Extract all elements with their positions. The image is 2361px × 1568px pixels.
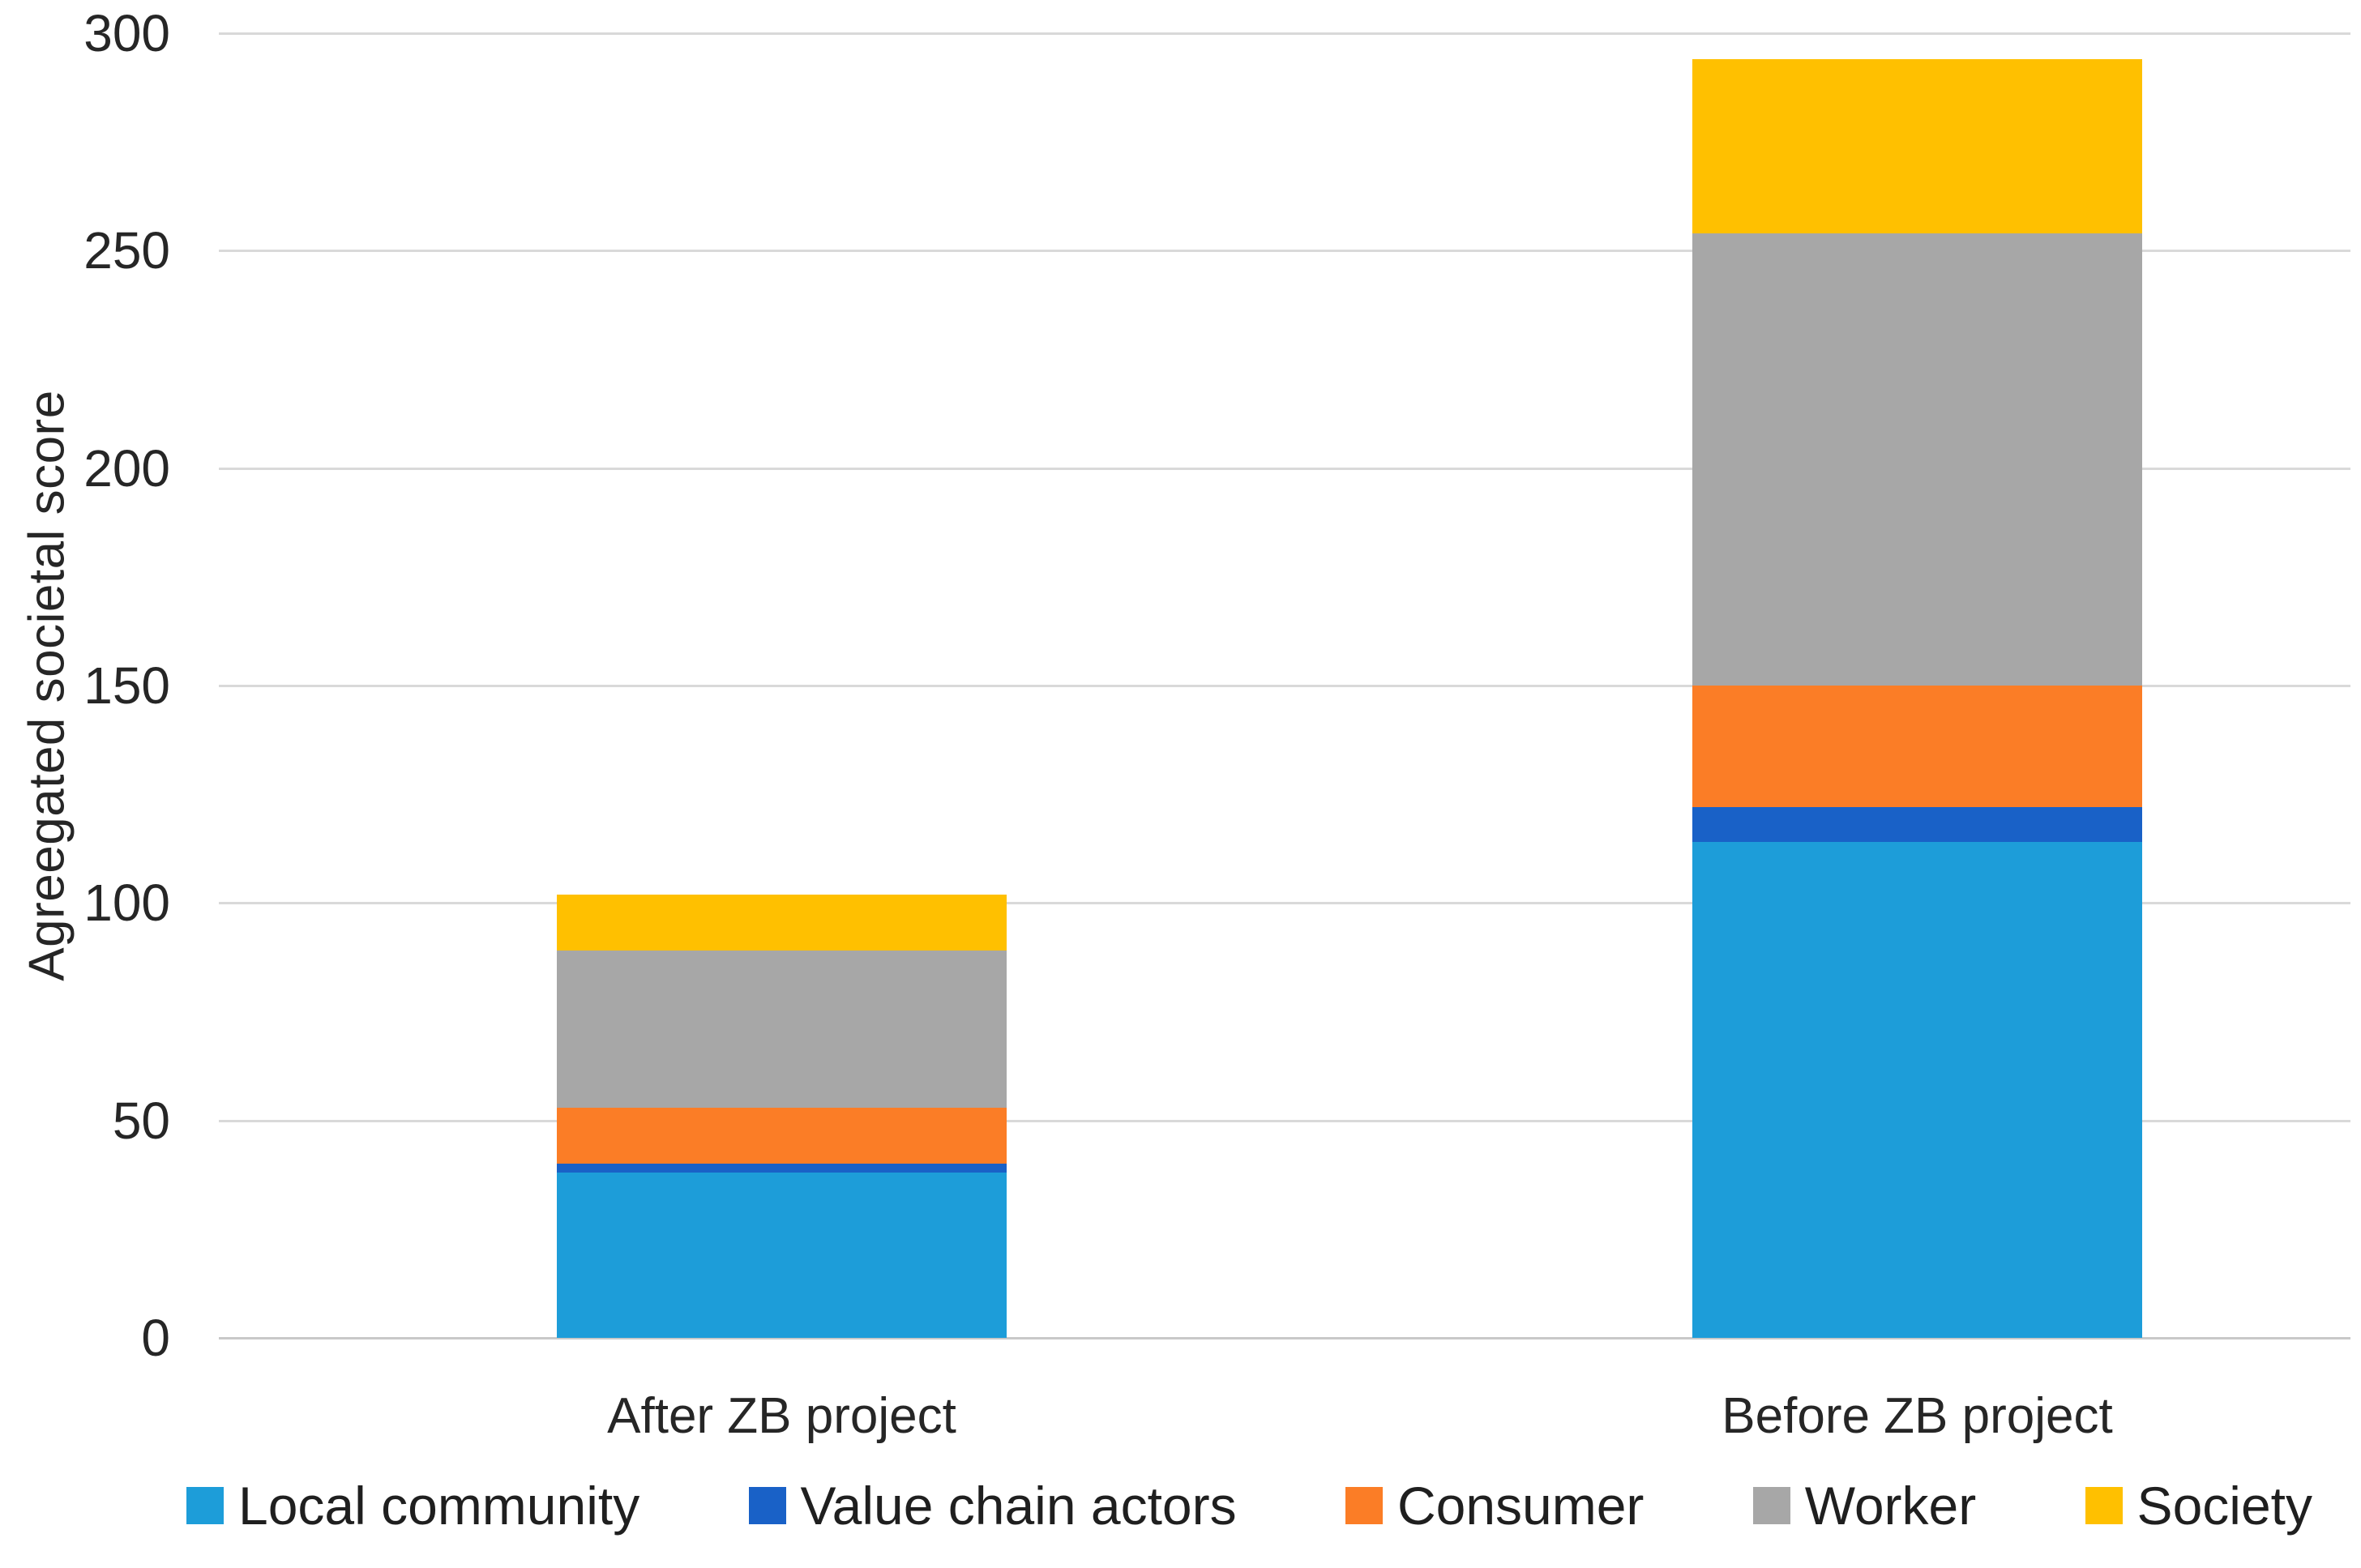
y-tick-label-50: 50 [112,1091,170,1150]
bar-segment-value-chain-actors [1692,807,2142,843]
gridline-300 [219,32,2350,36]
gridline-0 [219,1337,2350,1339]
x-label-before-zb-project: Before ZB project [1722,1388,2113,1444]
legend: Local community Value chain actors Consume… [186,1473,2312,1538]
legend-item-local-community: Local community [186,1475,639,1536]
y-tick-label-250: 250 [83,221,170,280]
bar-segment-local-community [557,1173,1007,1338]
legend-swatch-icon [1345,1487,1383,1524]
y-tick-label-100: 100 [83,874,170,933]
legend-swatch-icon [186,1487,224,1524]
bar-segment-worker [557,951,1007,1108]
y-tick-label-0: 0 [141,1309,170,1367]
gridline-50 [219,1119,2350,1122]
legend-label: Local community [238,1476,640,1536]
legend-swatch-icon [2085,1487,2123,1524]
gridline-250 [219,250,2350,253]
legend-item-worker: Worker [1752,1475,1977,1536]
bar-segment-consumer [557,1107,1007,1164]
y-tick-label-200: 200 [83,438,170,498]
legend-label: Worker [1804,1476,1977,1536]
legend-item-consumer: Consumer [1345,1475,1644,1536]
legend-label: Consumer [1396,1476,1645,1536]
bar-before-zb-project [1692,33,2142,1338]
gridline-200 [219,467,2350,470]
legend-label: Society [2136,1476,2312,1536]
legend-item-value-chain-actors: Value chain actors [748,1475,1237,1536]
bar-segment-worker [1692,233,2142,686]
bar-segment-local-community [1692,842,2142,1338]
legend-swatch-icon [748,1487,786,1524]
bar-segment-value-chain-actors [557,1164,1007,1173]
legend-label: Value chain actors [800,1476,1237,1536]
gridline-100 [219,902,2350,905]
plot-area [219,32,2350,1339]
bar-segment-society [1692,59,2142,233]
x-label-after-zb-project: After ZB project [607,1388,956,1444]
legend-item-society: Society [2085,1475,2312,1536]
y-tick-label-300: 300 [83,4,170,62]
y-tick-label-150: 150 [83,656,170,715]
bar-after-zb-project [557,33,1007,1338]
bar-segment-society [557,894,1007,951]
legend-swatch-icon [1752,1487,1790,1524]
bar-segment-consumer [1692,686,2142,808]
gridline-150 [219,685,2350,687]
